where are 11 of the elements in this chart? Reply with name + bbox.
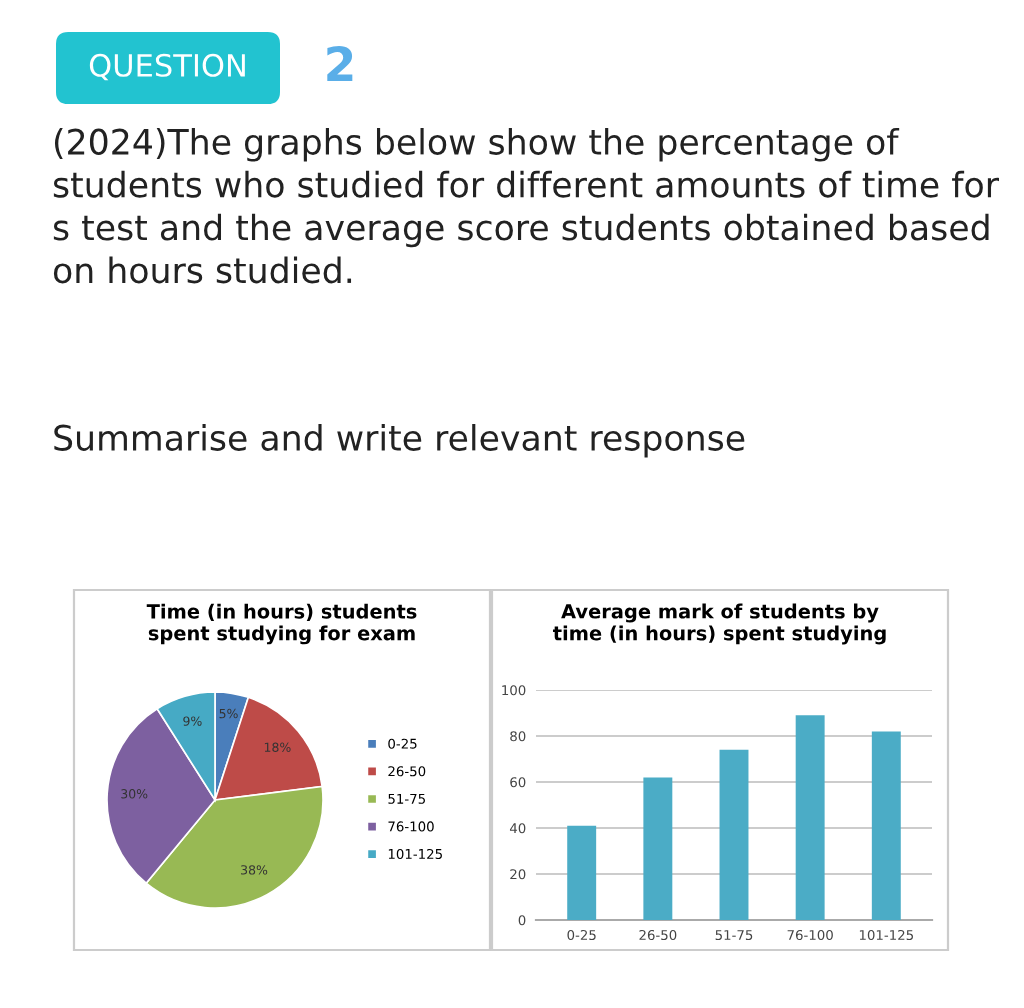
text: Summarise and write relevant response: [54, 424, 745, 458]
text: QUESTION: [89, 53, 245, 81]
text: (2024)The graphs below show the percentage of students who studied for different amounts of time for s test and the average score students obtained based on hours studied.: [53, 128, 1000, 284]
bar: [871, 731, 901, 920]
bar: [643, 777, 673, 920]
bar: [795, 715, 825, 920]
bar: [719, 749, 749, 920]
bar: [567, 825, 597, 920]
text: 2: [327, 45, 353, 82]
chart-title: Time (in hours) students spent studying for exam: [146, 603, 417, 645]
chart-title: Average mark of students by time (in hours) spent studying: [553, 603, 886, 645]
